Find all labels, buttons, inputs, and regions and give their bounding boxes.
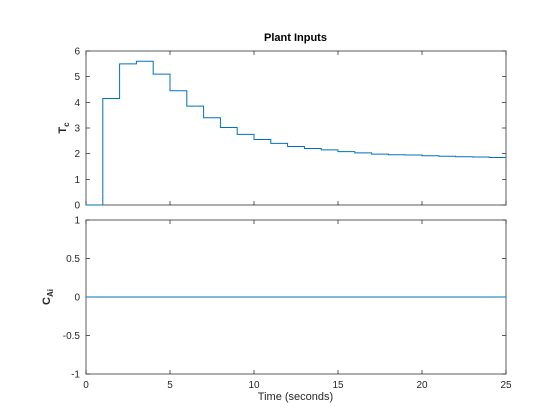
top-y-axis-label: Tc — [57, 122, 71, 134]
top-axes-frame — [85, 50, 507, 206]
chart-title: Plant Inputs — [264, 32, 327, 44]
bottom-x-tick-label: 0 — [83, 380, 89, 391]
bottom-subplot: 0 5 10 15 20 25 -1 -0.5 0 0.5 1 CAi — [41, 216, 512, 392]
top-y-tick-label: 0 — [74, 201, 80, 212]
bottom-y-tick-label: 0 — [74, 293, 80, 304]
top-series-line-0 — [86, 60, 506, 206]
bottom-y-tick-label: 0.5 — [66, 254, 80, 265]
top-y-tick-label: 5 — [74, 72, 80, 83]
bottom-x-tick-label: 15 — [332, 380, 344, 391]
top-subplot: 0 1 2 3 4 5 6 Tc — [57, 47, 507, 212]
bottom-y-tick-label: -1 — [71, 370, 80, 381]
top-y-tick-label: 3 — [74, 124, 80, 135]
bottom-x-tick-label: 25 — [500, 380, 512, 391]
bottom-x-tick-label: 10 — [248, 380, 260, 391]
top-x-ticks — [85, 51, 507, 205]
top-y-label-main: T — [57, 127, 69, 134]
bottom-y-label-main: C — [41, 297, 53, 305]
bottom-y-ticks: -1 -0.5 0 0.5 1 — [63, 216, 506, 381]
top-y-tick-label: 1 — [74, 175, 80, 186]
bottom-y-tick-label: 1 — [74, 216, 80, 227]
x-axis-label: Time (seconds) — [258, 391, 333, 403]
top-y-tick-label: 4 — [74, 98, 80, 109]
bottom-x-tick-label: 5 — [167, 380, 173, 391]
bottom-y-label-subscript: Ai — [46, 289, 55, 297]
bottom-x-ticks: 0 5 10 15 20 25 — [83, 220, 512, 391]
bottom-x-tick-label: 20 — [416, 380, 428, 391]
top-y-tick-label: 6 — [74, 47, 80, 58]
top-series-group — [86, 60, 506, 206]
bottom-y-tick-label: -0.5 — [63, 331, 81, 342]
top-y-tick-label: 2 — [74, 149, 80, 160]
top-y-label-subscript: c — [62, 122, 71, 127]
bottom-y-axis-label: CAi — [41, 289, 55, 305]
